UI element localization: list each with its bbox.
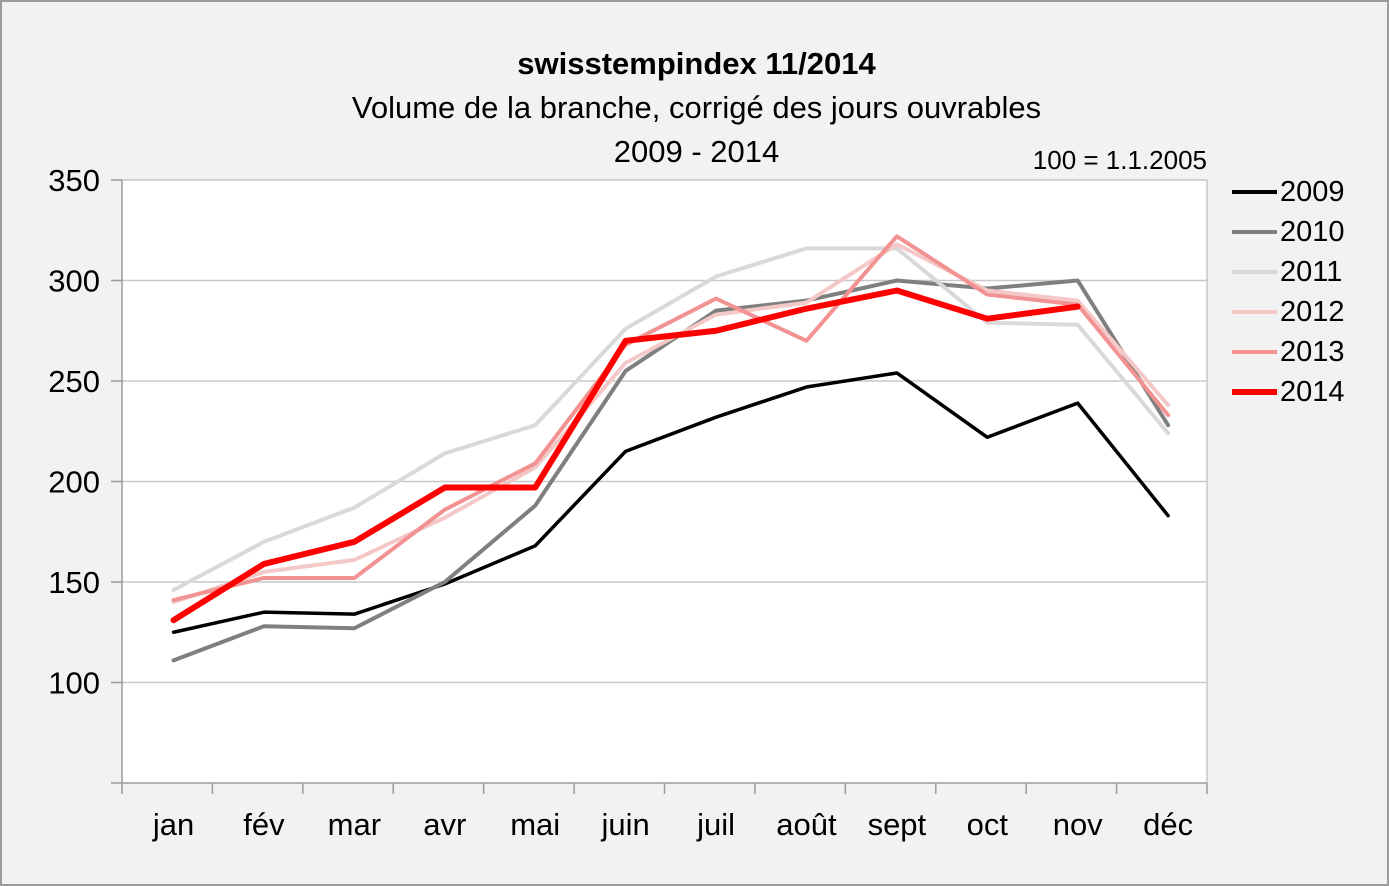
legend-item-2010: 2010 [1232,212,1345,252]
legend-item-2012: 2012 [1232,292,1345,332]
x-axis-label-nov: nov [1053,807,1103,842]
legend-label-2009: 2009 [1280,175,1345,208]
chart-subtitle: Volume de la branche, corrigé des jours … [351,90,1042,125]
chart-title: swisstempindex 11/2014 [517,46,876,81]
legend-item-2009: 2009 [1232,172,1345,212]
legend-swatch-2013 [1232,350,1277,354]
legend-label-2013: 2013 [1280,335,1345,368]
series-line-2009 [171,371,1170,634]
x-axis-label-juil: juil [696,807,735,842]
y-axis-label-150: 150 [48,565,100,600]
x-axis-label-juin: juin [600,807,649,842]
legend-item-2013: 2013 [1232,332,1345,372]
legend-swatch-2009 [1232,190,1277,194]
y-axis-label-100: 100 [48,666,100,701]
x-axis-label-fév: fév [243,807,285,842]
legend-swatch-2010 [1232,230,1277,234]
x-axis-label-oct: oct [967,807,1009,842]
legend-label-2011: 2011 [1280,255,1343,288]
x-axis-label-mai: mai [510,807,560,842]
y-axis-label-200: 200 [48,465,100,500]
y-axis-label-350: 350 [48,163,100,198]
series-line-2011 [171,246,1171,593]
x-axis-label-août: août [776,807,837,842]
legend-swatch-2014 [1232,389,1277,395]
legend-swatch-2012 [1232,310,1277,314]
y-axis-label-300: 300 [48,264,100,299]
legend-label-2014: 2014 [1280,375,1345,408]
x-axis-label-sept: sept [868,807,927,842]
legend-item-2014: 2014 [1232,372,1345,412]
legend-swatch-2011 [1232,270,1277,274]
index-base-note: 100 = 1.1.2005 [1032,145,1207,175]
x-axis-label-jan: jan [152,807,194,842]
y-axis-label-250: 250 [48,364,100,399]
legend-label-2012: 2012 [1280,295,1345,328]
legend-item-2011: 2011 [1232,252,1345,292]
x-axis-label-déc: déc [1143,807,1193,842]
title-block: swisstempindex 11/2014 Volume de la bran… [2,42,1389,174]
x-axis-label-mar: mar [328,807,381,842]
chart-period: 2009 - 2014 [613,134,780,169]
x-axis-label-avr: avr [423,807,466,842]
legend-label-2010: 2010 [1280,215,1345,248]
series-line-2013 [171,234,1171,603]
legend: 2009 2010 2011 2012 2013 2014 [1232,172,1345,412]
series-line-2014 [170,287,1081,624]
